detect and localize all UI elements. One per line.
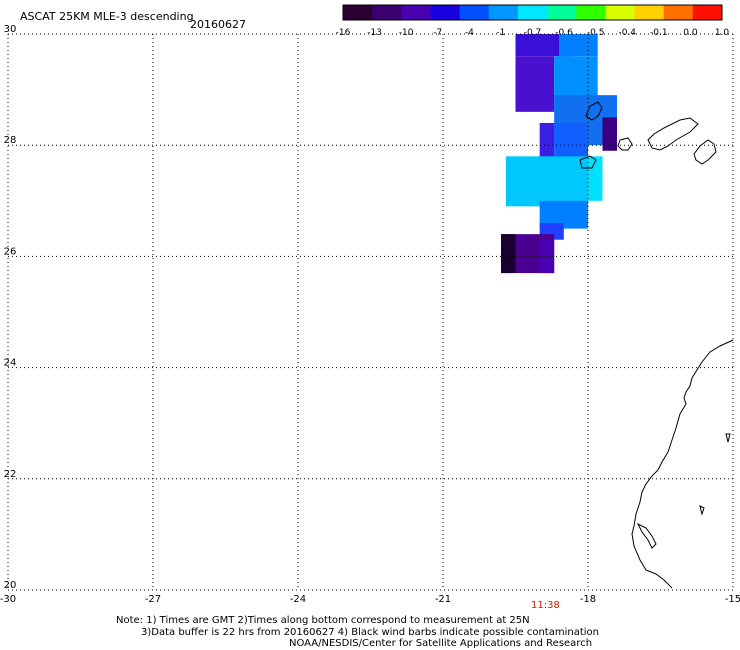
- colorbar-label: -13: [367, 28, 382, 38]
- wind-cell: [539, 239, 555, 274]
- colorbar-label: -0.5: [587, 28, 605, 38]
- colorbar-label: -4: [465, 28, 474, 38]
- colorbar-label: -1: [496, 28, 505, 38]
- note-line-1: Note: 1) Times are GMT 2)Times along bot…: [116, 615, 530, 626]
- lat-lon-grid: [7, 33, 734, 591]
- lon-tick-label: -21: [435, 594, 451, 605]
- colorbar-segment: [576, 5, 606, 20]
- coastline: [579, 101, 734, 589]
- wind-cell: [554, 122, 588, 162]
- gran-canaria-island: [617, 137, 633, 151]
- axis-tick-labels: -30 -27 -24 -21 -18 -15 20 22 24 26 28 30: [0, 24, 740, 605]
- small-islet-1: [725, 433, 731, 443]
- colorbar-label: -0.1: [650, 28, 668, 38]
- fuerteventura-island: [647, 117, 699, 151]
- pass-time-label: 11:38: [531, 600, 560, 611]
- wind-cell: [505, 156, 588, 207]
- wind-cell: [539, 122, 555, 162]
- colorbar-label: -0.4: [618, 28, 636, 38]
- colorbar-segment: [605, 5, 636, 20]
- tenerife-island: [585, 101, 603, 121]
- colorbar-segment: [547, 5, 577, 20]
- lon-tick-label: -27: [145, 594, 161, 605]
- lon-tick-label: -30: [0, 594, 16, 605]
- colorbar-segment: [372, 5, 402, 20]
- colorbar-label: -0.6: [555, 28, 573, 38]
- lat-tick-label: 24: [4, 358, 17, 369]
- wind-cell: [515, 56, 555, 112]
- lat-tick-label: 22: [4, 469, 17, 480]
- lat-tick-label: 26: [4, 246, 17, 257]
- colorbar-label: -16: [336, 28, 351, 38]
- wind-cell: [588, 156, 603, 201]
- colorbar-segment: [401, 5, 431, 20]
- colorbar-segment: [517, 5, 548, 20]
- colorbar-segment: [430, 5, 461, 20]
- colorbar-label: -7: [433, 28, 442, 38]
- colorbar-segment: [343, 5, 373, 20]
- note-line-3: NOAA/NESDIS/Center for Satellite Applica…: [289, 638, 593, 649]
- la-gomera-island: [579, 155, 597, 169]
- colorbar-segment: [488, 5, 519, 20]
- small-islet-2: [699, 505, 705, 516]
- africa-coastline: [631, 339, 734, 589]
- colorbar-segment: [663, 5, 694, 20]
- dakhla-inlet: [636, 522, 657, 549]
- colorbar-segment: [459, 5, 490, 20]
- lon-tick-label: -24: [290, 594, 306, 605]
- colorbar-label: -0.7: [524, 28, 542, 38]
- colorbar-segment: [692, 5, 723, 20]
- lat-tick-label: 20: [4, 580, 17, 591]
- colorbar-label: 1.0: [715, 28, 730, 38]
- map-date: 20160627: [190, 18, 246, 31]
- lat-tick-label: 30: [4, 24, 17, 35]
- colorbar: -16 -13 -10 -7 -4 -1 -0.7 -0.6 -0.5 -0.4 -0.1 0.0 1.…: [336, 4, 730, 38]
- wind-swath: [501, 34, 617, 274]
- colorbar-segment: [634, 5, 665, 20]
- lanzarote-island: [693, 139, 717, 165]
- wind-cell: [501, 234, 516, 274]
- lon-tick-label: -15: [725, 594, 740, 605]
- colorbar-frame: [342, 4, 723, 21]
- map-title: ASCAT 25KM MLE-3 descending: [20, 10, 194, 23]
- colorbar-label: 0.0: [683, 28, 698, 38]
- colorbar-label: -10: [399, 28, 414, 38]
- wind-cell: [602, 117, 617, 151]
- wind-cell: [559, 34, 598, 57]
- note-line-2: 3)Data buffer is 22 hrs from 20160627 4)…: [141, 627, 599, 638]
- lat-tick-label: 28: [4, 135, 17, 146]
- lon-tick-label: -18: [580, 594, 596, 605]
